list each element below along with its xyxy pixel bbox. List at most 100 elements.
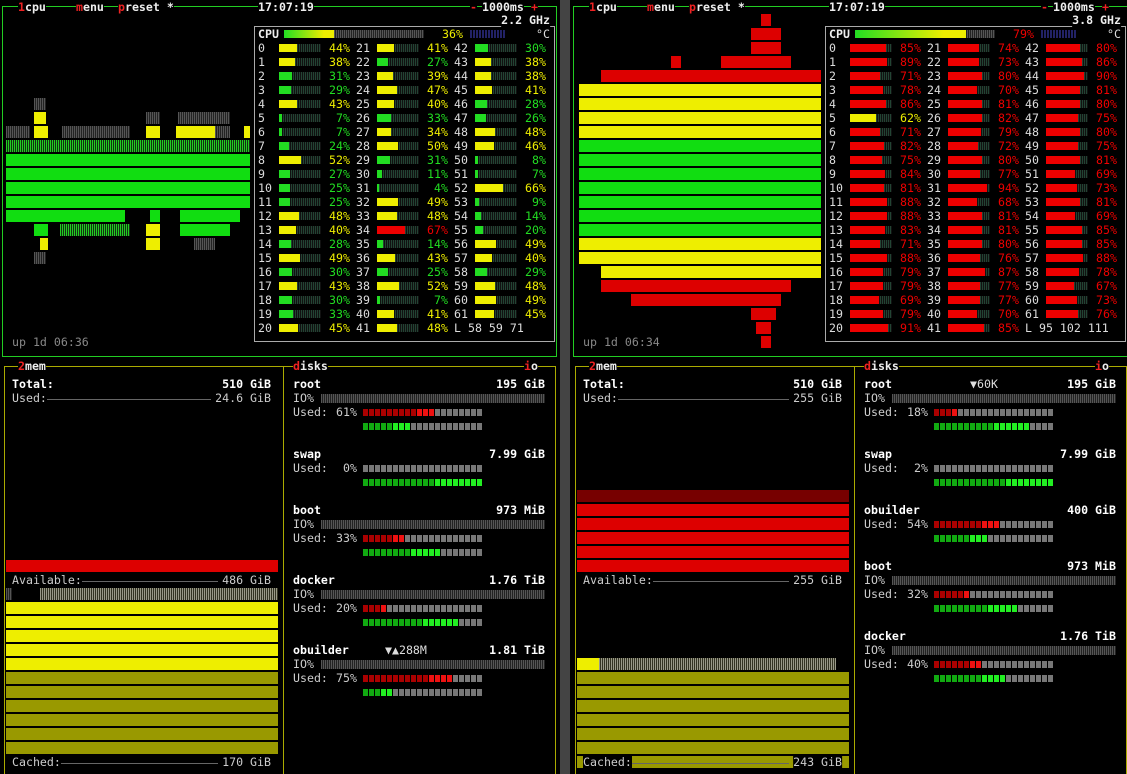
free-segment [952, 479, 957, 486]
free-segment [375, 479, 380, 486]
mem-label: Total: [583, 377, 625, 391]
core-id: 0 [258, 41, 265, 55]
core-bar [948, 296, 981, 304]
core-id: 59 [1025, 279, 1039, 293]
used-label: Used: [864, 587, 899, 601]
core-track [279, 310, 321, 318]
free-segment [1018, 535, 1023, 542]
core-bar [475, 198, 479, 206]
core-pct: 45% [329, 321, 350, 335]
core-track [279, 282, 321, 290]
used-pct: 54% [907, 517, 928, 531]
used-segment [387, 465, 392, 472]
core-bar [1046, 212, 1075, 220]
used-segment [1042, 465, 1047, 472]
core-id: 0 [829, 41, 836, 55]
used-segment [976, 591, 981, 598]
core-id: 58 [454, 265, 468, 279]
mem-value: 486 GiB [222, 573, 271, 587]
free-segment [387, 549, 392, 556]
mem-graph-segment [577, 546, 849, 558]
temp-bar [1041, 30, 1077, 38]
core-pct: 29% [329, 83, 350, 97]
core-id: 10 [258, 181, 272, 195]
core-pct: 62% [900, 111, 921, 125]
core-bar [850, 142, 885, 150]
free-segment [1000, 479, 1005, 486]
core-bar [1046, 72, 1084, 80]
used-pct: 2% [914, 461, 928, 475]
core-pct: 85% [998, 321, 1019, 335]
core-pct: 38% [329, 55, 350, 69]
core-id: 61 [454, 307, 468, 321]
free-segment [1048, 535, 1053, 542]
free-segment [381, 689, 386, 696]
mem-label: Total: [12, 377, 54, 391]
cpu-graph-segment [180, 210, 240, 222]
core-bar [279, 226, 296, 234]
interval-minus: - [1041, 0, 1048, 14]
used-segment [441, 409, 446, 416]
free-segment [387, 689, 392, 696]
free-segment [393, 549, 398, 556]
core-bar [377, 142, 398, 150]
used-segment [411, 465, 416, 472]
core-track [279, 184, 321, 192]
used-segment [447, 465, 452, 472]
core-pct: 43% [427, 251, 448, 265]
io-label: IO% [864, 573, 885, 587]
used-segment [375, 605, 380, 612]
used-segment [1000, 591, 1005, 598]
core-bar [948, 282, 981, 290]
core-bar [279, 142, 290, 150]
free-segment [952, 535, 957, 542]
core-pct: 85% [1096, 237, 1117, 251]
core-id: 9 [258, 167, 265, 181]
tab-key: p [118, 0, 125, 14]
used-segment [976, 521, 981, 528]
core-bar [850, 58, 888, 66]
core-pct: 73% [1096, 181, 1117, 195]
free-segment [1024, 605, 1029, 612]
core-pct: 71% [900, 69, 921, 83]
used-segment [411, 605, 416, 612]
core-pct: 45% [525, 307, 546, 321]
free-segment [934, 535, 939, 542]
core-bar [377, 296, 380, 304]
core-track [475, 44, 517, 52]
core-pct: 48% [525, 279, 546, 293]
used-segment [411, 535, 416, 542]
core-bar [377, 44, 395, 52]
core-bar [475, 282, 496, 290]
disk-size: 7.99 GiB [489, 447, 545, 461]
disk-name: root [864, 377, 892, 391]
used-segment [934, 591, 939, 598]
io-label: IO% [293, 657, 314, 671]
core-bar [850, 198, 887, 206]
used-segment [423, 409, 428, 416]
free-segment [1006, 605, 1011, 612]
io-bar [892, 394, 1116, 403]
core-pct: 25% [427, 265, 448, 279]
free-segment [417, 479, 422, 486]
core-id: 3 [258, 83, 265, 97]
core-bar [475, 310, 494, 318]
core-pct: 80% [1096, 97, 1117, 111]
used-segment [952, 409, 957, 416]
core-id: 43 [454, 55, 468, 69]
core-bar [279, 296, 292, 304]
used-segment [964, 409, 969, 416]
used-segment [447, 535, 452, 542]
cpu-graph-segment [194, 238, 215, 250]
core-track [377, 72, 419, 80]
core-id: 11 [829, 195, 843, 209]
core-id: 51 [1025, 167, 1039, 181]
core-track [279, 72, 321, 80]
cpu-graph-segment [34, 126, 48, 138]
core-bar [948, 44, 980, 52]
core-pct: 83% [900, 223, 921, 237]
used-pct: 40% [907, 657, 928, 671]
free-segment [964, 479, 969, 486]
free-segment [423, 689, 428, 696]
free-segment [1018, 423, 1023, 430]
